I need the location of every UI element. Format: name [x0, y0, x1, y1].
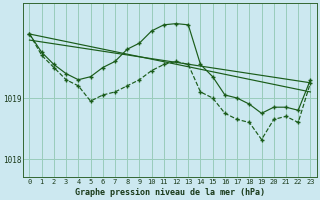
X-axis label: Graphe pression niveau de la mer (hPa): Graphe pression niveau de la mer (hPa) — [75, 188, 265, 197]
